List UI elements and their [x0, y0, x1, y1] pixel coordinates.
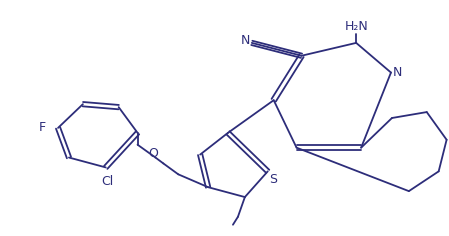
Text: F: F: [39, 121, 46, 134]
Text: N: N: [241, 34, 251, 47]
Text: H₂N: H₂N: [344, 20, 368, 33]
Text: Cl: Cl: [101, 175, 114, 188]
Text: S: S: [269, 173, 277, 186]
Text: N: N: [393, 66, 403, 79]
Text: O: O: [149, 147, 158, 160]
